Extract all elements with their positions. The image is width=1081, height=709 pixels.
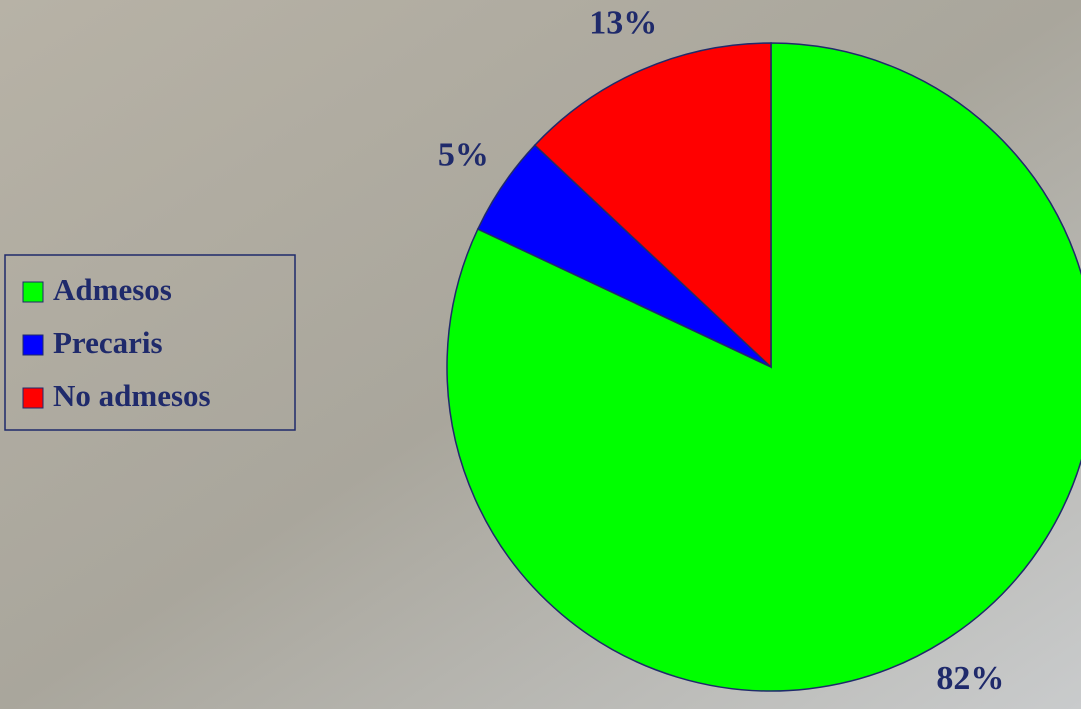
data-label: 82% [936,660,1004,697]
pie-slice [446,42,1081,692]
legend-swatch [22,334,44,356]
legend-box [4,254,296,431]
legend-swatch [22,281,44,303]
legend-label: Precaris [53,325,163,360]
pie-slice [533,42,772,369]
pie: 82% 5% 13% [438,4,1081,697]
legend-label: No admesos [53,378,211,413]
legend-label: Admesos [53,272,172,307]
data-label: 5% [438,137,489,174]
legend-swatch [22,387,44,409]
data-label: 13% [589,4,657,41]
legend: Admesos Precaris No admesos [4,254,296,431]
